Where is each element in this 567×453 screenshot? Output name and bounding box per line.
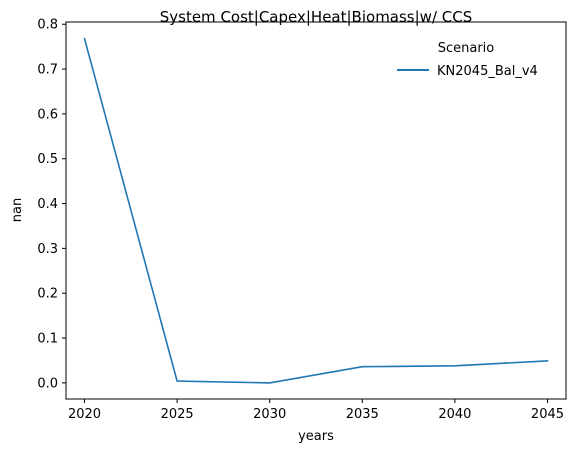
x-tick-label: 2040 (438, 407, 471, 422)
y-tick-label: 0.2 (37, 287, 58, 302)
x-tick-label: 2035 (346, 407, 379, 422)
series-layer (83, 37, 549, 384)
legend-title: Scenario (438, 41, 495, 56)
chart-title: System Cost|Capex|Heat|Biomass|w/ CCS (160, 8, 473, 26)
x-tick-label: 2020 (68, 407, 101, 422)
x-axis-label: years (298, 429, 334, 444)
y-tick-label: 0.3 (37, 242, 58, 257)
y-tick-label: 0.6 (37, 107, 58, 122)
y-tick-label: 0.4 (37, 197, 58, 212)
y-tick-label: 0.7 (37, 63, 58, 78)
y-tick-label: 0.0 (37, 376, 58, 391)
y-tick-label: 0.5 (37, 152, 58, 167)
axis-ticks: 2020 2025 2030 2035 2040 2045 0.0 0.1 0.2 0.3 0.4 0… (37, 18, 564, 422)
legend: Scenario KN2045_Bal_v4 (397, 41, 538, 79)
x-tick-label: 2025 (161, 407, 194, 422)
x-tick-label: 2045 (531, 407, 564, 422)
y-tick-label: 0.1 (37, 332, 58, 347)
y-tick-label: 0.8 (37, 18, 58, 33)
y-axis-label: nan (10, 198, 25, 222)
x-tick-label: 2030 (253, 407, 286, 422)
legend-entry-kn2045-bal-v4: KN2045_Bal_v4 (437, 64, 538, 79)
plot-frame (65, 21, 567, 400)
series-line-0 (83, 37, 549, 384)
